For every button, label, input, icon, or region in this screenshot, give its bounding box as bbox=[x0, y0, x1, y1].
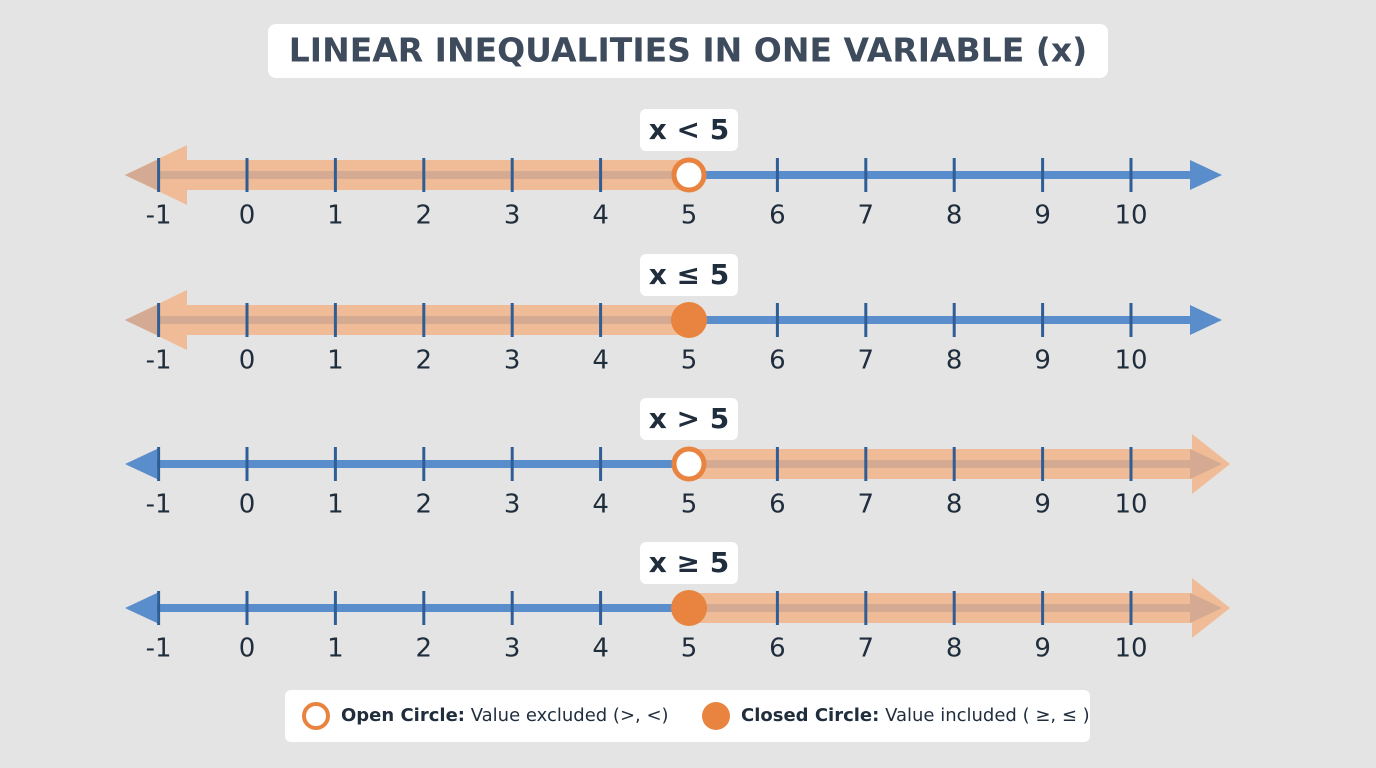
tick-label: -1 bbox=[146, 201, 172, 231]
title-box bbox=[268, 24, 1108, 78]
tick-label: 3 bbox=[504, 346, 521, 376]
tick-label: 1 bbox=[327, 490, 344, 520]
tick-label: 2 bbox=[416, 201, 433, 231]
tick-label: 3 bbox=[504, 634, 521, 664]
tick-label: 0 bbox=[239, 634, 256, 664]
tick-label: -1 bbox=[146, 346, 172, 376]
tick-label: 4 bbox=[592, 634, 609, 664]
inequality-box bbox=[640, 398, 738, 440]
inequality-label: x < 5 bbox=[649, 113, 730, 146]
tick-label: 0 bbox=[239, 201, 256, 231]
tick-label: 1 bbox=[327, 346, 344, 376]
legend-box bbox=[285, 690, 1090, 742]
tick-label: 3 bbox=[504, 490, 521, 520]
tick-label: 4 bbox=[592, 490, 609, 520]
tick-label: 9 bbox=[1034, 634, 1051, 664]
tick-label: 0 bbox=[239, 490, 256, 520]
tick-label: 4 bbox=[592, 201, 609, 231]
solution-band bbox=[125, 290, 689, 350]
tick-label: 1 bbox=[327, 634, 344, 664]
tick-label: 2 bbox=[416, 346, 433, 376]
closed-circle bbox=[671, 590, 707, 626]
solution-band bbox=[125, 145, 689, 205]
axis-arrow bbox=[125, 593, 157, 623]
tick-label: 10 bbox=[1114, 634, 1147, 664]
tick-label: 7 bbox=[858, 346, 875, 376]
axis-arrow bbox=[125, 449, 157, 479]
tick-label: 8 bbox=[946, 346, 963, 376]
inequality-box bbox=[640, 254, 738, 296]
tick-label: 5 bbox=[681, 490, 698, 520]
inequality-box bbox=[640, 109, 738, 151]
tick-label: 5 bbox=[681, 201, 698, 231]
tick-label: 10 bbox=[1114, 201, 1147, 231]
tick-label: 2 bbox=[416, 490, 433, 520]
legend-marker bbox=[302, 702, 330, 730]
tick-label: 5 bbox=[681, 634, 698, 664]
inequality-label: x > 5 bbox=[649, 402, 730, 435]
tick-label: 6 bbox=[769, 346, 786, 376]
inequality-label: x ≤ 5 bbox=[649, 258, 730, 291]
tick-label: 9 bbox=[1034, 201, 1051, 231]
axis-arrow bbox=[1190, 160, 1222, 190]
tick-label: 8 bbox=[946, 634, 963, 664]
tick-label: 3 bbox=[504, 201, 521, 231]
tick-label: 9 bbox=[1034, 346, 1051, 376]
tick-label: 8 bbox=[946, 490, 963, 520]
tick-label: 6 bbox=[769, 201, 786, 231]
tick-label: 7 bbox=[858, 201, 875, 231]
tick-label: 7 bbox=[858, 490, 875, 520]
legend-desc: Value included ( ≥, ≤ ) bbox=[885, 705, 1090, 726]
legend-text: Open Circle: Value excluded (>, <) bbox=[341, 705, 669, 726]
tick-label: 7 bbox=[858, 634, 875, 664]
legend-bold: Closed Circle: bbox=[741, 705, 879, 726]
tick-label: -1 bbox=[146, 634, 172, 664]
legend-text: Closed Circle: Value included ( ≥, ≤ ) bbox=[741, 705, 1090, 726]
tick-label: 1 bbox=[327, 201, 344, 231]
tick-label: 2 bbox=[416, 634, 433, 664]
axis-arrow bbox=[1190, 305, 1222, 335]
legend-bold: Open Circle: bbox=[341, 705, 465, 726]
tick-label: 6 bbox=[769, 490, 786, 520]
solution-band bbox=[689, 578, 1230, 638]
legend-desc: Value excluded (>, <) bbox=[471, 705, 669, 726]
tick-label: 10 bbox=[1114, 490, 1147, 520]
tick-label: 10 bbox=[1114, 346, 1147, 376]
tick-label: 4 bbox=[592, 346, 609, 376]
tick-label: 8 bbox=[946, 201, 963, 231]
solution-band bbox=[689, 434, 1230, 494]
inequality-label: x ≥ 5 bbox=[649, 546, 730, 579]
tick-label: -1 bbox=[146, 490, 172, 520]
open-circle bbox=[671, 446, 707, 482]
closed-circle bbox=[671, 302, 707, 338]
tick-label: 6 bbox=[769, 634, 786, 664]
legend-marker bbox=[702, 702, 730, 730]
tick-label: 9 bbox=[1034, 490, 1051, 520]
tick-label: 5 bbox=[681, 346, 698, 376]
tick-label: 0 bbox=[239, 346, 256, 376]
open-circle bbox=[671, 157, 707, 193]
inequality-box bbox=[640, 542, 738, 584]
title: LINEAR INEQUALITIES IN ONE VARIABLE (x) bbox=[289, 31, 1087, 70]
